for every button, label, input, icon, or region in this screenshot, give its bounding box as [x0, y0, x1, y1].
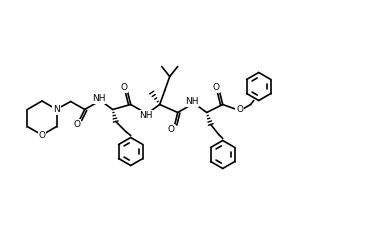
Text: O: O	[212, 83, 219, 92]
Text: O: O	[167, 125, 174, 134]
Text: NH: NH	[92, 94, 106, 103]
Text: NH: NH	[139, 111, 152, 120]
Text: O: O	[73, 120, 80, 129]
Text: O: O	[120, 83, 127, 92]
Text: O: O	[236, 105, 243, 114]
Text: N: N	[53, 105, 60, 114]
Text: NH: NH	[185, 97, 199, 106]
Text: O: O	[38, 131, 46, 139]
